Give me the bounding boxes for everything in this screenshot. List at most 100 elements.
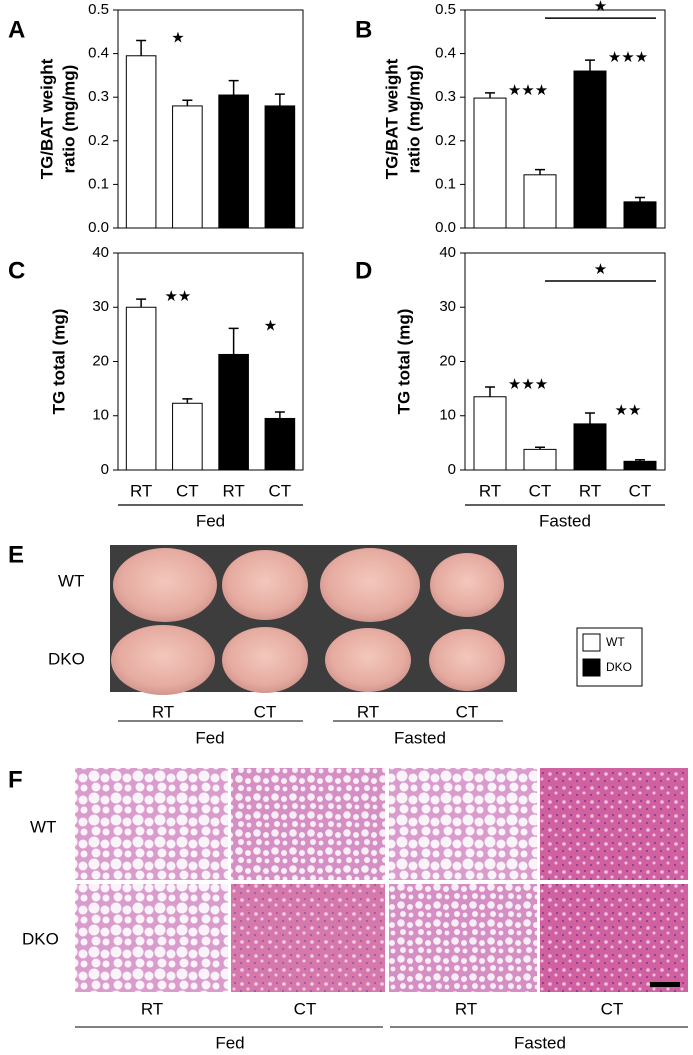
- comparison-stars: ★: [594, 0, 607, 15]
- group-label: Fed: [195, 728, 224, 747]
- significance-stars: ★★: [615, 402, 642, 419]
- x-tick-label: CT: [529, 481, 552, 500]
- error-bar: [535, 446, 545, 450]
- bar: [172, 105, 203, 229]
- y-tick-label: 0.0: [88, 219, 109, 236]
- column-label: RT: [357, 702, 379, 721]
- bar: [264, 105, 296, 229]
- x-tick-label: CT: [629, 481, 652, 500]
- x-tick-label: RT: [479, 481, 501, 500]
- y-axis-label: ratio (mg/mg): [59, 65, 78, 174]
- significance-stars: ★★★: [508, 376, 548, 393]
- column-label: CT: [456, 702, 479, 721]
- legend-label: WT: [606, 635, 625, 649]
- y-tick-label: 0.3: [435, 88, 456, 105]
- legend-label: DKO: [606, 660, 632, 674]
- y-tick-label: 0.5: [435, 1, 456, 18]
- bar: [523, 448, 557, 471]
- y-tick-label: 30: [439, 298, 456, 315]
- y-tick-label: 40: [439, 244, 456, 261]
- plot-frame: [464, 9, 666, 229]
- column-label: RT: [152, 702, 174, 721]
- y-tick-label: 0: [448, 461, 456, 478]
- column-label: CT: [601, 999, 624, 1018]
- legend: WT DKO: [576, 627, 643, 687]
- x-tick-label: CT: [269, 481, 292, 500]
- error-bar: [182, 99, 193, 106]
- significance-stars: ★★★: [608, 49, 648, 66]
- error-bar: [274, 411, 285, 419]
- y-tick-label: 20: [439, 352, 456, 369]
- y-tick-label: 0.2: [435, 132, 456, 149]
- panel-label: A: [8, 16, 25, 43]
- error-bar: [585, 59, 595, 72]
- bar: [218, 353, 249, 471]
- bar: [172, 402, 203, 471]
- bar: [473, 396, 507, 471]
- x-tick-label: CT: [176, 481, 199, 500]
- group-label: Fasted: [539, 511, 591, 530]
- y-tick-label: 40: [92, 244, 109, 261]
- y-axis-label: TG/BAT weight: [382, 58, 401, 179]
- error-bar: [228, 79, 239, 96]
- x-tick-label: RT: [579, 481, 601, 500]
- panel-label: F: [8, 766, 23, 793]
- error-bar: [136, 39, 147, 56]
- row-label: DKO: [48, 649, 85, 668]
- y-axis-label: TG/BAT weight: [37, 58, 56, 179]
- y-axis-label: ratio (mg/mg): [404, 65, 423, 174]
- significance-stars: ★★: [164, 288, 191, 305]
- row-label: WT: [30, 817, 56, 836]
- bar: [623, 460, 657, 471]
- error-bar: [585, 412, 595, 424]
- y-tick-label: 0.4: [88, 45, 109, 62]
- y-axis-label: TG total (mg): [49, 309, 68, 415]
- group-label: Fasted: [514, 1033, 566, 1052]
- panel-label: C: [8, 257, 25, 284]
- tissue-photo: [110, 545, 517, 695]
- y-axis-label: TG total (mg): [394, 309, 413, 415]
- bar: [523, 174, 557, 229]
- bar: [473, 97, 507, 229]
- bar: [623, 201, 657, 229]
- column-label: RT: [141, 999, 163, 1018]
- y-tick-label: 0.0: [435, 219, 456, 236]
- bar: [573, 70, 607, 229]
- error-bar: [635, 458, 645, 462]
- histology-images: [75, 768, 688, 992]
- group-label: Fed: [196, 511, 225, 530]
- y-tick-label: 0.2: [88, 132, 109, 149]
- x-tick-label: RT: [222, 481, 244, 500]
- x-tick-label: RT: [130, 481, 152, 500]
- row-label: DKO: [22, 929, 59, 948]
- panel-label: D: [355, 257, 372, 284]
- significance-stars: ★★★: [508, 82, 548, 99]
- y-tick-label: 0.1: [88, 175, 109, 192]
- bar: [125, 306, 157, 471]
- bar: [125, 55, 157, 229]
- legend-swatch: [582, 633, 601, 652]
- error-bar: [485, 92, 495, 99]
- y-tick-label: 0.5: [88, 1, 109, 18]
- y-tick-label: 0.4: [435, 45, 456, 62]
- error-bar: [136, 298, 147, 308]
- y-tick-label: 30: [92, 298, 109, 315]
- bar: [218, 94, 249, 229]
- row-label: WT: [58, 571, 84, 590]
- error-bar: [182, 398, 193, 404]
- legend-swatch: [582, 658, 601, 677]
- panel-label: E: [8, 541, 24, 568]
- charts: ATG/BAT weight ratio (mg/mg)0.00.10.20.30…: [8, 0, 666, 530]
- y-tick-label: 0.1: [435, 175, 456, 192]
- significance-stars: ★: [171, 29, 184, 46]
- error-bar: [535, 168, 545, 175]
- bar: [264, 417, 296, 471]
- bar: [573, 423, 607, 471]
- panel-label: B: [355, 16, 372, 43]
- y-tick-label: 0: [101, 461, 109, 478]
- comparison-stars: ★: [594, 261, 607, 278]
- column-label: CT: [254, 702, 277, 721]
- column-label: RT: [455, 999, 477, 1018]
- y-tick-label: 0.3: [88, 88, 109, 105]
